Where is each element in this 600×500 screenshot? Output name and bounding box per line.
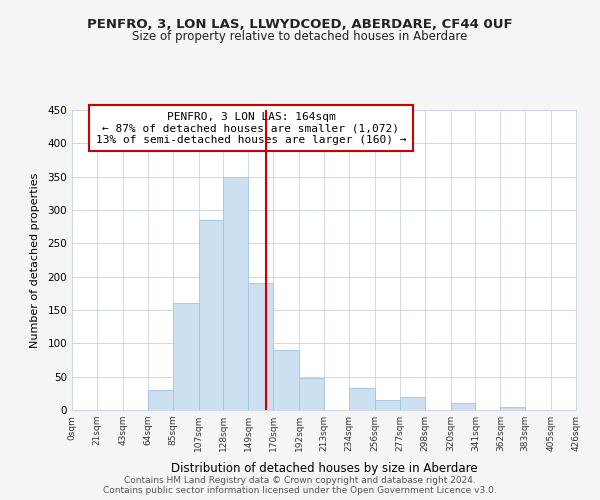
Bar	[173, 304, 199, 410]
Bar	[349, 388, 375, 410]
Bar	[223, 176, 248, 410]
X-axis label: Distribution of detached houses by size in Aberdare: Distribution of detached houses by size …	[170, 462, 478, 475]
Bar	[500, 406, 525, 410]
Text: Contains public sector information licensed under the Open Government Licence v3: Contains public sector information licen…	[103, 486, 497, 495]
Y-axis label: Number of detached properties: Number of detached properties	[31, 172, 40, 348]
Text: PENFRO, 3, LON LAS, LLWYDCOED, ABERDARE, CF44 0UF: PENFRO, 3, LON LAS, LLWYDCOED, ABERDARE,…	[87, 18, 513, 30]
Bar	[273, 350, 299, 410]
Bar	[375, 400, 400, 410]
Bar	[248, 284, 273, 410]
Bar	[576, 408, 600, 410]
Text: Contains HM Land Registry data © Crown copyright and database right 2024.: Contains HM Land Registry data © Crown c…	[124, 476, 476, 485]
Text: Size of property relative to detached houses in Aberdare: Size of property relative to detached ho…	[133, 30, 467, 43]
Bar	[148, 390, 173, 410]
Bar	[299, 378, 324, 410]
Bar	[199, 220, 223, 410]
Bar	[400, 396, 425, 410]
Text: PENFRO, 3 LON LAS: 164sqm
← 87% of detached houses are smaller (1,072)
13% of se: PENFRO, 3 LON LAS: 164sqm ← 87% of detac…	[95, 112, 406, 144]
Bar	[451, 404, 475, 410]
